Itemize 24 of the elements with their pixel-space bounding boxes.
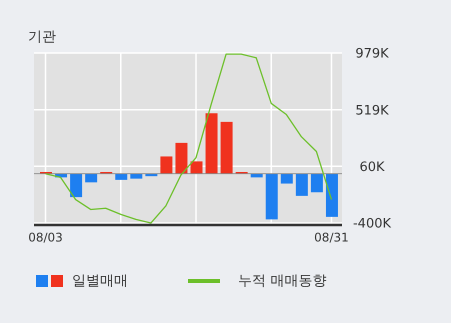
y-tick-label: 519K: [355, 103, 390, 118]
bar: [160, 156, 172, 174]
bar: [266, 174, 278, 220]
y-tick-label: 60K: [359, 160, 386, 175]
bar: [326, 174, 338, 217]
line-series: [44, 53, 332, 224]
bar: [85, 174, 98, 182]
bar: [280, 174, 293, 184]
chart-title: 기관: [28, 28, 56, 46]
y-tick-label: -400K: [352, 216, 392, 232]
bar: [70, 174, 82, 198]
bar: [130, 174, 142, 179]
bar: [220, 122, 233, 174]
bar: [310, 174, 323, 192]
y-tick-label: 979K: [355, 46, 390, 62]
bar: [190, 161, 202, 174]
legend-label: 일별매매: [72, 272, 128, 290]
legend-label: 누적 매매동향: [238, 272, 326, 290]
bar: [175, 142, 188, 174]
bar: [296, 174, 308, 196]
x-tick-label: 08/03: [28, 230, 63, 245]
bar: [115, 174, 128, 180]
x-tick-label: 08/31: [314, 230, 349, 245]
bar: [206, 113, 218, 174]
